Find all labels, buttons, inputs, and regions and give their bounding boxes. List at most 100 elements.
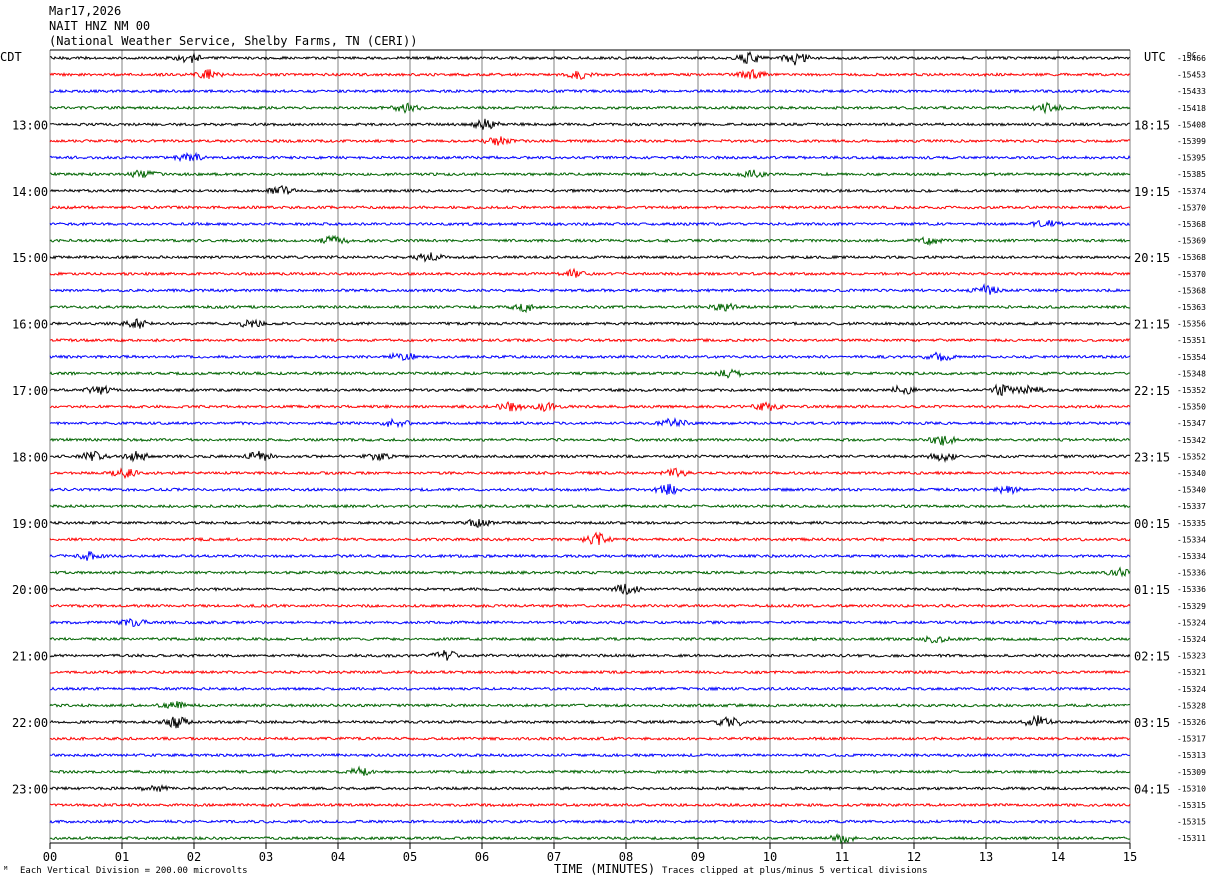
dc-offset-label: -15354: [1177, 353, 1206, 362]
dc-offset-label: -15348: [1177, 369, 1206, 378]
seismic-trace: [49, 417, 1131, 429]
dc-offset-label: -15328: [1177, 701, 1206, 710]
seismic-trace: [49, 531, 1131, 545]
seismic-trace: [50, 467, 1131, 480]
dc-offset-label: -15335: [1177, 519, 1206, 528]
dc-offset-label: -15324: [1177, 618, 1206, 627]
seismic-trace: [49, 400, 1131, 413]
dc-offset-label: -15334: [1177, 552, 1206, 561]
dc-offset-label: -15395: [1177, 154, 1206, 163]
dc-offset-label: -15336: [1177, 585, 1206, 594]
x-tick-label: 02: [187, 850, 201, 864]
dc-offset-label: -15368: [1177, 286, 1206, 295]
utc-time-label: 04:15: [1134, 782, 1170, 796]
dc-offset-label: -15368: [1177, 220, 1206, 229]
cdt-time-label: 20:00: [12, 583, 48, 597]
dc-offset-label: -15337: [1177, 502, 1206, 511]
header-station: NAIT HNZ NM 00: [49, 19, 151, 33]
cdt-time-label: 14:00: [12, 185, 48, 199]
dc-offset-label: -15418: [1177, 104, 1206, 113]
seismic-trace: [49, 819, 1131, 825]
x-tick-label: 08: [619, 850, 633, 864]
seismic-trace: [49, 88, 1131, 94]
dc-offset-label: -15340: [1177, 469, 1206, 478]
seismic-trace: [49, 205, 1131, 210]
dc-offset-label: -15323: [1177, 652, 1206, 661]
utc-time-label: 18:15: [1134, 118, 1170, 132]
seismic-trace: [50, 686, 1131, 692]
dc-offset-label: -15347: [1177, 419, 1206, 428]
scale-note: Each Vertical Division = 200.00 microvol…: [20, 866, 248, 876]
cdt-time-label: 19:00: [12, 517, 48, 531]
dc-offset-label: -15352: [1177, 386, 1206, 395]
dc-offset-label: -15370: [1177, 270, 1206, 279]
dc-offset-label: -15317: [1177, 735, 1206, 744]
corner-mark: ᴹ: [3, 866, 9, 876]
dc-offset-label: -15311: [1177, 834, 1206, 843]
seismic-trace: [49, 603, 1131, 609]
seismic-trace: [49, 752, 1130, 758]
utc-time-label: 01:15: [1134, 583, 1170, 597]
seismic-trace: [49, 518, 1131, 528]
utc-time-label: 20:15: [1134, 251, 1170, 265]
seismic-trace: [49, 234, 1131, 247]
cdt-time-label: 15:00: [12, 251, 48, 265]
dc-offset-label: -15329: [1177, 602, 1206, 611]
seismic-trace: [49, 118, 1130, 130]
seismic-trace: [49, 634, 1131, 644]
x-tick-label: 07: [547, 850, 561, 864]
x-tick-label: 01: [115, 850, 129, 864]
x-tick-label: 15: [1123, 850, 1137, 864]
header-network: (National Weather Service, Shelby Farms,…: [49, 34, 418, 48]
seismic-trace: [49, 351, 1131, 362]
seismic-trace: [49, 735, 1131, 742]
seismic-trace: [49, 802, 1131, 808]
seismic-trace: [49, 566, 1131, 578]
seismic-trace: [49, 184, 1131, 195]
dc-offset-label: -15324: [1177, 685, 1206, 694]
seismic-trace: [49, 701, 1131, 709]
dc-offset-label: -15336: [1177, 569, 1206, 578]
x-tick-label: 00: [43, 850, 57, 864]
cdt-time-label: 13:00: [12, 118, 48, 132]
utc-time-label: 03:15: [1134, 716, 1170, 730]
seismic-trace: [49, 483, 1131, 496]
x-tick-label: 12: [907, 850, 921, 864]
dc-offset-label: -15363: [1177, 303, 1206, 312]
seismic-trace: [49, 450, 1131, 463]
dc-offset-label: -15453: [1177, 71, 1206, 80]
seismic-trace: [49, 69, 1131, 80]
utc-time-label: 22:15: [1134, 384, 1170, 398]
dc-offset-label: -15351: [1177, 336, 1206, 345]
seismic-trace: [49, 101, 1131, 115]
utc-time-label: 00:15: [1134, 517, 1170, 531]
dc-offset-label: -15334: [1177, 535, 1206, 544]
seismic-trace: [49, 136, 1131, 146]
seismic-trace: [49, 715, 1131, 729]
dc-offset-label: -15315: [1177, 801, 1206, 810]
seismic-trace: [49, 503, 1131, 509]
left-axis-title: CDT: [0, 50, 22, 64]
dc-offset-label: -15315: [1177, 818, 1206, 827]
dc-offset-label: -15433: [1177, 87, 1206, 96]
dc-header-label: DC: [1187, 51, 1197, 60]
x-tick-label: 10: [763, 850, 777, 864]
x-tick-label: 04: [331, 850, 345, 864]
seismic-trace: [49, 151, 1131, 163]
seismic-trace: [49, 650, 1131, 661]
seismic-trace: [49, 783, 1131, 793]
seismic-trace: [49, 220, 1131, 229]
dc-offset-label: -15352: [1177, 452, 1206, 461]
seismic-trace: [49, 669, 1131, 675]
dc-offset-label: -15374: [1177, 187, 1206, 196]
cdt-time-label: 23:00: [12, 782, 48, 796]
x-tick-label: 05: [403, 850, 417, 864]
cdt-time-label: 16:00: [12, 318, 48, 332]
cdt-time-label: 21:00: [12, 650, 48, 664]
right-axis-title: UTC: [1144, 50, 1166, 64]
dc-offset-label: -15321: [1177, 668, 1206, 677]
dc-offset-label: -15313: [1177, 751, 1206, 760]
dc-offset-label: -15370: [1177, 203, 1206, 212]
dc-offset-label: -15326: [1177, 718, 1206, 727]
